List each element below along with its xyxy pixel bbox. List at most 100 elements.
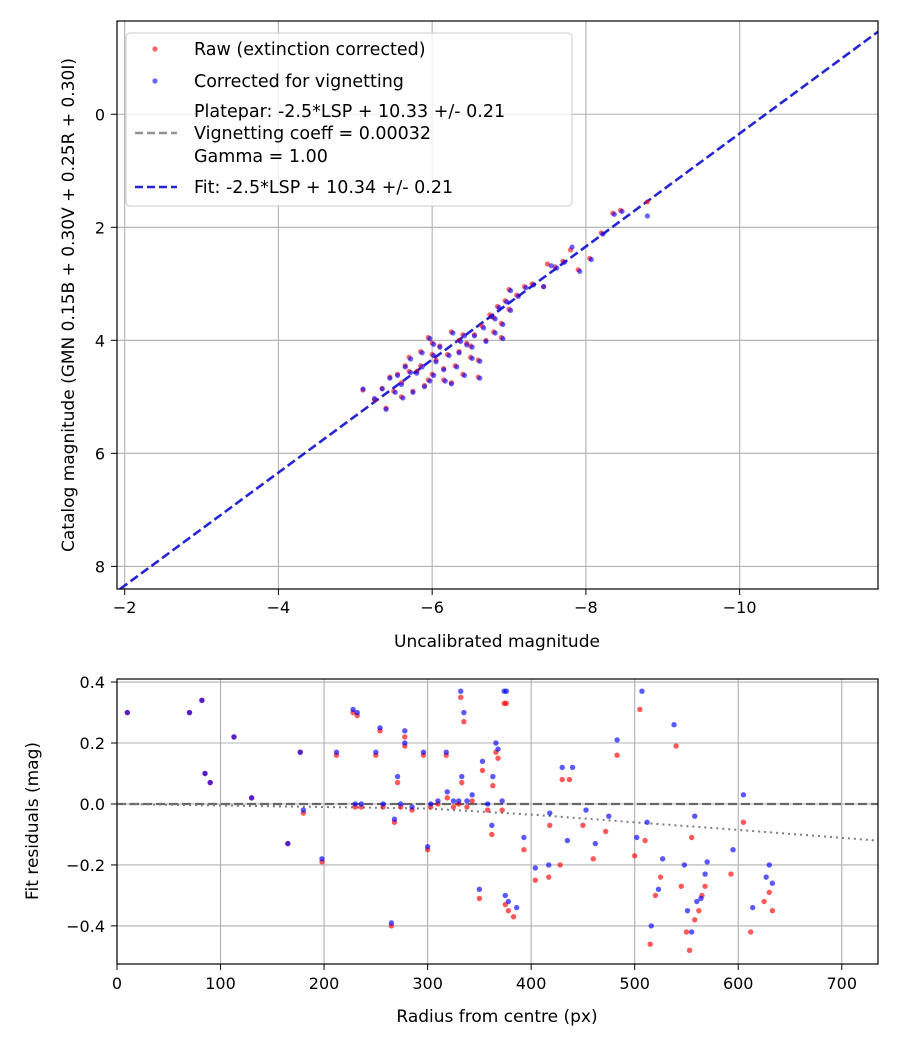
raw-residual-point [580,822,586,829]
raw-residual-point [444,795,450,801]
legend-label: Raw (extinction corrected) [194,40,426,60]
corrected-point [619,208,625,215]
bottom-x-tick-label: 0 [112,974,122,993]
corrected-residual-point [694,898,700,905]
raw-residual-point [499,807,505,813]
raw-residual-point [566,776,573,783]
corrected-residual-point [606,813,612,819]
top-y-axis-label: Catalog magnitude (GMN 0.15B + 0.30V + 0… [59,58,79,552]
raw-residual-point [547,822,553,829]
top-fit-line-layer [119,30,879,591]
corrected-residual-point [479,758,486,764]
corrected-residual-point [493,740,499,746]
corrected-residual-point [231,734,237,740]
corrected-residual-point [532,865,538,871]
legend-label: Corrected for vignetting [194,72,404,92]
corrected-residual-point [388,920,395,926]
corrected-residual-point [740,792,747,798]
corrected-residual-point [547,810,553,816]
raw-residual-point [614,752,620,758]
corrected-point [492,316,498,322]
corrected-residual-point [409,804,415,810]
corrected-residual-point [639,688,645,694]
raw-residual-point [503,700,510,707]
top-y-tick-label: 6 [95,444,105,463]
top-x-axis-label: Uncalibrated magnitude [394,632,600,652]
raw-residual-point [489,831,495,838]
corrected-residual-point [750,904,756,911]
corrected-points [360,208,650,412]
corrected-residual-point [285,840,291,847]
corrected-residual-point [450,798,457,804]
legend-label: Gamma = 1.00 [194,147,328,167]
raw-residual-point [450,804,457,810]
corrected-point [437,344,443,350]
corrected-point [408,356,414,362]
corrected-residual-point [592,840,599,847]
corrected-residual-point [766,862,772,868]
vignetting-curve [116,803,879,842]
raw-residual-point [495,755,501,761]
bottom-y-tick-label: −0.2 [66,856,105,875]
corrected-residual-point [319,856,325,862]
corrected-residual-point [380,801,386,807]
raw-residual-point [631,853,638,859]
raw-residual-point [652,892,659,899]
corrected-point [477,358,483,364]
top-x-tick-label: −2 [113,598,137,617]
raw-residual-point [602,828,609,835]
corrected-residual-point [614,737,620,743]
raw-residual-point [484,807,491,813]
corrected-point [431,352,437,359]
raw-residual-point [683,929,690,935]
corrected-point [577,268,583,274]
corrected-point [644,213,650,219]
corrected-residual-point [490,773,496,780]
corrected-residual-point [300,807,307,813]
corrected-point [548,263,554,269]
corrected-point [456,350,462,356]
corrected-point [611,211,617,217]
bottom-x-tick-label: 500 [619,974,650,993]
corrected-residual-point [459,773,465,780]
bottom-y-tick-label: 0.2 [80,734,105,753]
raw-residual-point [766,889,772,896]
corrected-residual-point [546,862,552,868]
corrected-residual-point [333,749,340,755]
raw-residual-point [464,804,470,810]
corrected-residual-point [564,837,571,844]
corrected-point [408,369,414,376]
bottom-x-tick-label: 100 [205,974,236,993]
raw-residual-point [686,947,693,953]
corrected-residual-point [377,725,383,731]
corrected-residual-point [373,749,379,755]
raw-residual-point [642,837,648,844]
corrected-residual-point [681,862,688,868]
corrected-residual-point [352,801,358,807]
corrected-residual-point [688,929,695,935]
raw-residual-point [637,706,643,713]
top-y-tick-label: 4 [95,331,105,350]
raw-residual-point [740,819,747,825]
bottom-x-tick-label: 300 [412,974,443,993]
corrected-residual-point [655,886,662,893]
corrected-point [483,338,489,345]
corrected-point [477,375,483,381]
bottom-y-tick-label: −0.4 [66,917,105,936]
raw-residual-point [678,883,684,889]
raw-residual-point [702,883,708,889]
corrected-point [371,395,378,402]
corrected-point [600,231,606,237]
raw-residual-point [647,941,653,947]
corrected-residual-point [583,807,589,813]
corrected-point [441,367,447,373]
corrected-point [383,406,389,412]
raw-residual-point [692,917,698,923]
corrected-residual-point [502,892,508,899]
corrected-residual-point [420,749,427,755]
corrected-point [523,285,529,291]
top-tick-labels: −2 −4 −6 −8 −10 0 2 4 6 8 [95,105,757,617]
corrected-point [496,304,502,311]
raw-residual-point [769,907,776,914]
